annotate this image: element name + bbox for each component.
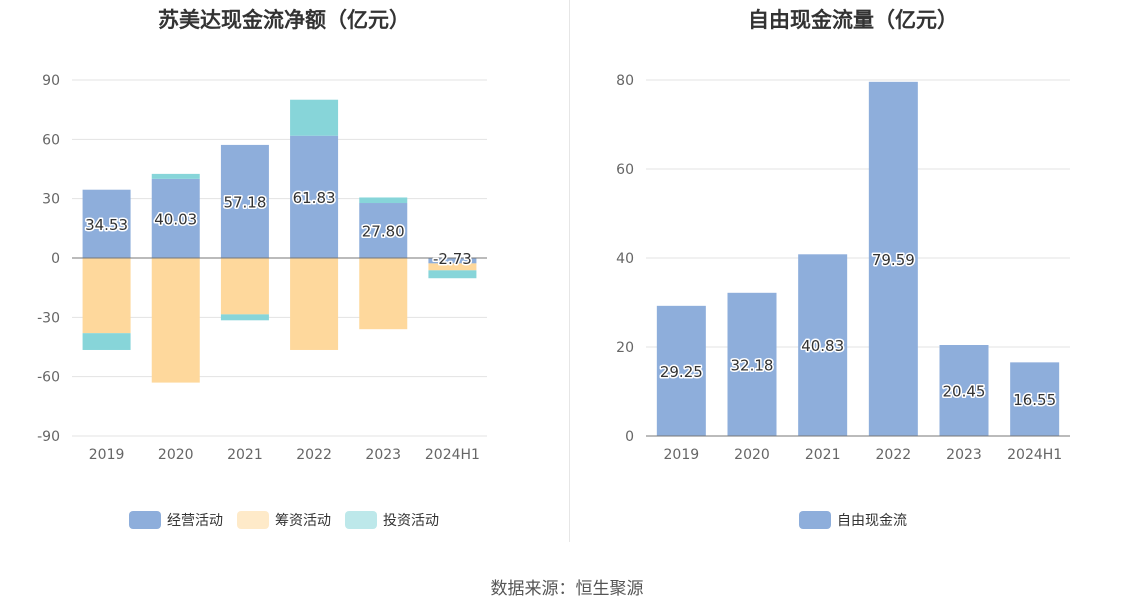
free-cashflow-plot: 80 60 40 20 0 2019 2020 2021 2022 2023 2024H1 29.25… — [616, 73, 1070, 463]
x-tick-label: 2021 — [805, 447, 841, 463]
legend-swatch — [345, 511, 377, 529]
x-tick-label: 2019 — [89, 447, 125, 463]
bar-2 — [220, 258, 269, 315]
bar-1 — [727, 292, 777, 436]
bar-1 — [290, 135, 339, 258]
y-tick-label: 60 — [42, 132, 60, 148]
data-label: 34.53 — [85, 216, 128, 234]
y-tick-label: -30 — [37, 310, 60, 326]
y-tick-label: 0 — [51, 251, 60, 267]
legend-label: 经营活动 — [167, 513, 223, 529]
bar-1 — [151, 178, 200, 258]
y-tick-label: 80 — [616, 73, 634, 89]
legend-swatch — [237, 511, 269, 529]
data-label: 40.03 — [154, 210, 197, 228]
data-label: 29.25 — [660, 363, 703, 381]
y-tick-label: -90 — [37, 429, 60, 445]
bar-3 — [359, 197, 408, 204]
x-tick-label: 2021 — [227, 447, 263, 463]
data-label: 16.55 — [1013, 391, 1056, 409]
bar-3 — [290, 99, 339, 136]
y-tick-label: 30 — [42, 192, 60, 208]
cashflow-net-chart: 苏美达现金流净额（亿元） 90 60 30 0 -30 -60 -90 2019 2020 202… — [0, 0, 568, 545]
data-label: 57.18 — [223, 193, 266, 211]
data-label: -2.73 — [433, 250, 472, 268]
legend-swatch — [129, 511, 161, 529]
bar-1 — [1010, 362, 1060, 436]
bar-1 — [220, 144, 269, 258]
x-tick-label: 2023 — [946, 447, 982, 463]
x-tick-label: 2024H1 — [425, 447, 480, 463]
legend-item[interactable]: 自由现金流 — [799, 510, 907, 530]
legend: 自由现金流 — [572, 510, 1134, 530]
y-tick-label: 60 — [616, 162, 634, 178]
y-tick-label: 40 — [616, 251, 634, 267]
legend: 经营活动 筹资活动 投资活动 — [0, 510, 568, 530]
chart-title: 自由现金流量（亿元） — [748, 8, 958, 32]
bar-2 — [82, 258, 131, 334]
bar-1 — [82, 189, 131, 258]
bar-2 — [428, 263, 477, 271]
legend-label: 筹资活动 — [275, 513, 331, 529]
legend-item[interactable]: 经营活动 — [129, 510, 223, 530]
bar-1 — [798, 254, 848, 436]
legend-item[interactable]: 投资活动 — [345, 510, 439, 530]
x-tick-label: 2024H1 — [1007, 447, 1062, 463]
bar-1 — [656, 305, 706, 436]
bar-1 — [428, 258, 477, 264]
bar-3 — [82, 333, 131, 350]
free-cashflow-chart: 自由现金流量（亿元） 80 60 40 20 0 2019 2020 2021 2022 2023… — [572, 0, 1134, 545]
x-tick-label: 2019 — [664, 447, 700, 463]
x-tick-label: 2023 — [365, 447, 401, 463]
legend-label: 投资活动 — [383, 513, 439, 529]
y-tick-label: 0 — [625, 429, 634, 445]
data-label: 32.18 — [731, 356, 774, 374]
legend-swatch — [799, 511, 831, 529]
bar-2 — [359, 258, 408, 330]
cashflow-net-plot: 90 60 30 0 -30 -60 -90 2019 2020 2021 2022 2023 2024… — [37, 73, 487, 463]
bar-2 — [290, 258, 339, 350]
x-tick-label: 2022 — [876, 447, 912, 463]
x-tick-label: 2020 — [158, 447, 194, 463]
data-source: 数据来源：恒生聚源 — [490, 579, 644, 599]
legend-label: 自由现金流 — [837, 513, 907, 529]
bar-3 — [151, 173, 200, 179]
bar-2 — [151, 258, 200, 383]
bar-1 — [359, 203, 408, 258]
data-label: 20.45 — [943, 382, 986, 400]
chart-title: 苏美达现金流净额（亿元） — [158, 8, 410, 32]
bar-1 — [868, 81, 918, 437]
y-tick-label: 20 — [616, 340, 634, 356]
data-label: 40.83 — [801, 337, 844, 355]
y-tick-label: -60 — [37, 370, 60, 386]
x-tick-label: 2020 — [734, 447, 770, 463]
legend-item[interactable]: 筹资活动 — [237, 510, 331, 530]
data-label: 79.59 — [872, 251, 915, 269]
y-tick-label: 90 — [42, 73, 60, 89]
bar-3 — [428, 270, 477, 279]
bar-1 — [939, 344, 989, 436]
data-label: 27.80 — [362, 223, 405, 241]
panel-divider — [569, 0, 570, 542]
x-tick-label: 2022 — [296, 447, 332, 463]
bar-3 — [220, 314, 269, 321]
data-label: 61.83 — [293, 189, 336, 207]
